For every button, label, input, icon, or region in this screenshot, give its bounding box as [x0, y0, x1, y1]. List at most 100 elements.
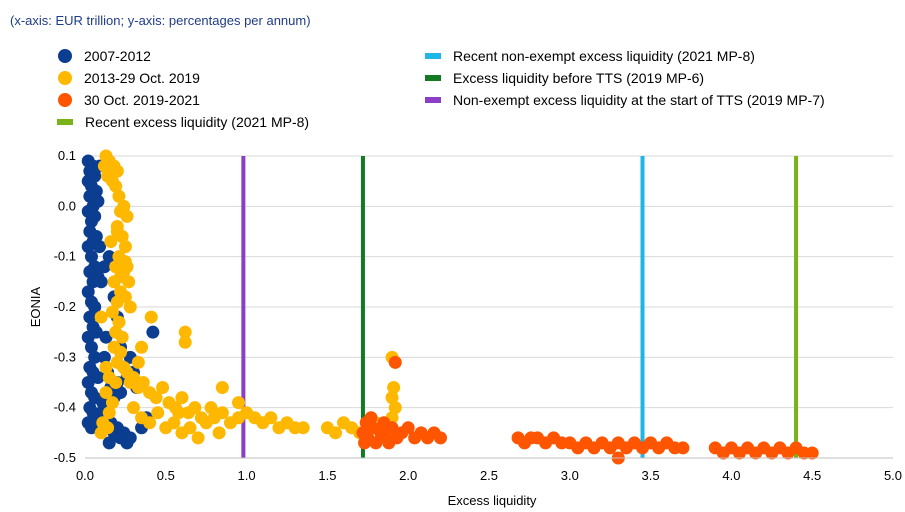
legend-marker-recent-excess-liquidity: [57, 119, 73, 125]
data-point: [110, 164, 124, 178]
legend-label: Excess liquidity before TTS (2019 MP-6): [453, 70, 705, 86]
legend-marker-start-of-tts: [425, 97, 441, 103]
data-point: [109, 179, 123, 193]
legend-item-before-tts: Excess liquidity before TTS (2019 MP-6): [425, 70, 704, 86]
data-point: [151, 406, 165, 420]
data-point: [183, 421, 197, 435]
chart-subtitle: (x-axis: EUR trillion; y-axis: percentag…: [10, 13, 311, 28]
data-point: [81, 285, 95, 299]
x-tick-label: 0.5: [157, 468, 175, 483]
data-point: [105, 396, 119, 410]
data-point: [204, 401, 218, 415]
data-point: [215, 406, 229, 420]
x-tick-label: 3.0: [561, 468, 579, 483]
data-point: [232, 396, 246, 410]
data-point: [264, 411, 278, 425]
data-point: [112, 189, 126, 203]
data-point: [105, 305, 119, 319]
data-point: [188, 401, 202, 415]
data-point: [212, 426, 226, 440]
data-point: [369, 436, 383, 450]
data-point: [91, 194, 105, 208]
data-point: [135, 340, 149, 354]
data-point: [81, 376, 95, 389]
x-tick-label: 5.0: [884, 468, 902, 483]
x-tick-label: 2.0: [399, 468, 417, 483]
x-tick-label: 0.0: [76, 468, 94, 483]
x-tick-label: 2.5: [480, 468, 498, 483]
data-point: [126, 401, 140, 415]
legend-label: 2013-29 Oct. 2019: [84, 70, 200, 86]
legend-item-recent-non-exempt: Recent non-exempt excess liquidity (2021…: [425, 48, 755, 64]
data-point: [364, 411, 378, 425]
legend-item-recent-excess-liquidity: Recent excess liquidity (2021 MP-8): [57, 114, 309, 130]
y-tick-label: 0.1: [58, 148, 76, 163]
data-point: [117, 199, 131, 213]
x-tick-label: 1.0: [238, 468, 256, 483]
data-point: [99, 330, 113, 344]
scatter-points: [81, 149, 819, 465]
data-point: [89, 325, 103, 339]
legend-marker-2007-2012: [58, 49, 72, 63]
data-point: [109, 376, 123, 389]
data-point: [118, 290, 132, 304]
y-axis-label: EONIA: [28, 286, 43, 327]
data-point: [94, 275, 108, 289]
y-tick-label: -0.5: [54, 450, 76, 465]
legend-label: Non-exempt excess liquidity at the start…: [453, 92, 825, 108]
data-point: [156, 381, 170, 395]
x-tick-label: 4.0: [722, 468, 740, 483]
data-point: [97, 350, 111, 364]
legend-item-2013-2019: 2013-29 Oct. 2019: [58, 70, 200, 86]
data-point: [96, 396, 110, 410]
data-point: [191, 431, 205, 445]
legend-label: Recent excess liquidity (2021 MP-8): [85, 114, 310, 130]
data-point: [118, 255, 132, 269]
data-point: [102, 406, 116, 420]
data-point: [123, 431, 137, 445]
data-point: [118, 240, 132, 254]
legend-marker-2013-2019: [58, 71, 72, 85]
data-point: [178, 325, 192, 339]
data-point: [99, 386, 113, 400]
data-point: [131, 355, 145, 369]
legend-marker-recent-non-exempt: [425, 53, 441, 59]
data-point: [101, 169, 115, 183]
legend-label: 30 Oct. 2019-2021: [84, 92, 200, 108]
data-point: [167, 416, 181, 430]
data-point: [388, 401, 402, 415]
data-point: [114, 345, 128, 359]
data-point: [388, 355, 402, 369]
data-point: [215, 381, 229, 395]
data-point: [84, 340, 98, 354]
legend-marker-2019-2021: [58, 93, 72, 107]
gridlines: [85, 155, 893, 459]
data-point: [382, 436, 396, 450]
x-axis-label: Excess liquidity: [448, 493, 537, 508]
data-point: [114, 386, 128, 400]
x-tick-label: 3.5: [642, 468, 660, 483]
y-tick-label: -0.3: [54, 349, 76, 364]
legend-item-start-of-tts: Non-exempt excess liquidity at the start…: [425, 92, 825, 108]
data-point: [143, 416, 157, 430]
data-point: [81, 240, 95, 254]
data-point: [94, 426, 108, 440]
data-point: [97, 260, 111, 274]
y-tick-label: -0.1: [54, 249, 76, 264]
x-tick-label: 1.5: [318, 468, 336, 483]
data-point: [88, 209, 102, 223]
data-point: [358, 436, 372, 450]
data-point: [401, 421, 415, 435]
data-point: [115, 330, 129, 344]
data-point: [377, 416, 391, 430]
data-point: [434, 431, 448, 445]
data-point: [94, 310, 108, 324]
y-tick-label: -0.4: [54, 400, 76, 415]
data-point: [126, 370, 140, 384]
data-point: [93, 240, 107, 254]
legend-item-2019-2021: 30 Oct. 2019-2021: [58, 92, 200, 108]
axes: 0.10.0-0.1-0.2-0.3-0.4-0.50.0 0.5 1.0 1.5 2.…: [54, 148, 902, 483]
data-point: [385, 391, 399, 405]
y-tick-label: 0.0: [58, 198, 76, 213]
